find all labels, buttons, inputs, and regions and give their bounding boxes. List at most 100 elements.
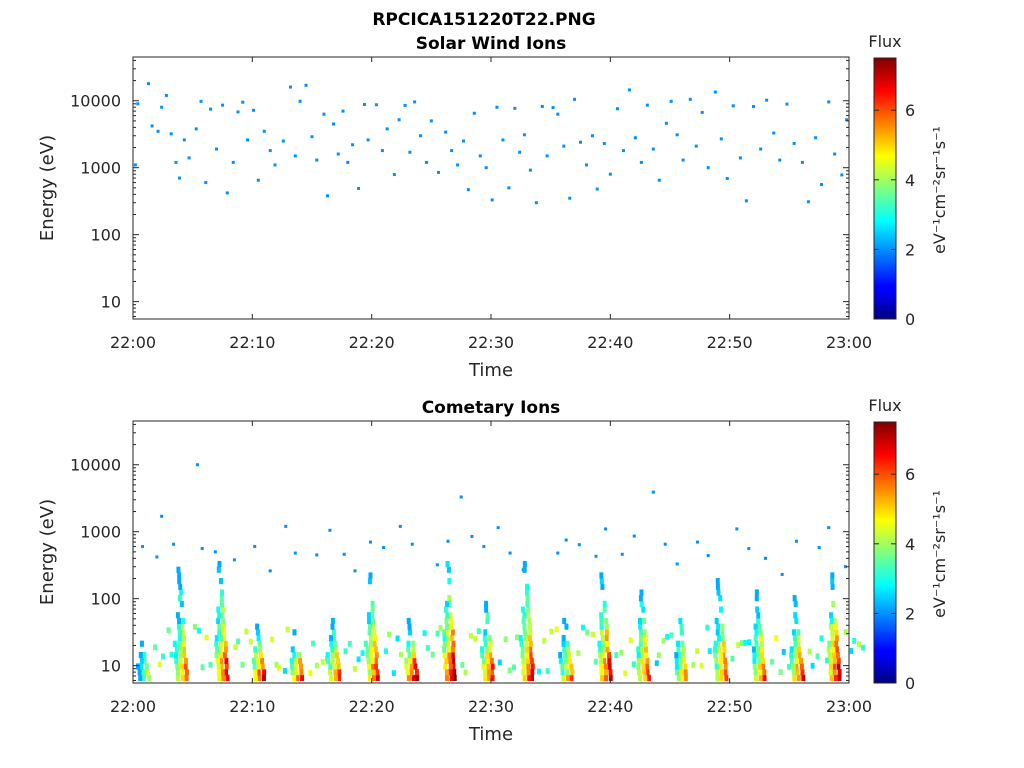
- data-cell: [827, 526, 831, 530]
- data-cell: [225, 674, 230, 681]
- data-cell: [645, 103, 649, 107]
- colorbar-unit-1: eV⁻¹cm⁻²sr⁻¹s⁻¹: [930, 126, 949, 254]
- data-cell: [569, 663, 574, 670]
- colorbar-title-1: Flux: [868, 32, 901, 51]
- data-cell: [246, 138, 250, 142]
- data-cell: [565, 640, 570, 647]
- data-cell: [716, 634, 721, 642]
- data-cell: [700, 110, 704, 114]
- data-cell: [330, 646, 335, 653]
- data-cell: [425, 645, 430, 651]
- data-cell: [602, 600, 607, 607]
- x-tick-label: 22:00: [110, 333, 156, 352]
- data-cell: [472, 111, 476, 115]
- data-cell: [760, 652, 765, 659]
- data-cell: [756, 646, 761, 653]
- data-cell: [293, 657, 298, 664]
- data-cell: [328, 528, 332, 532]
- data-cell: [525, 600, 530, 607]
- data-cell: [221, 103, 224, 107]
- data-cell: [645, 657, 650, 664]
- data-cell: [646, 674, 651, 681]
- colorbar-title-2: Flux: [868, 396, 901, 415]
- data-cell: [166, 627, 171, 634]
- data-cell: [706, 554, 710, 558]
- data-cell: [320, 659, 325, 665]
- data-cell: [645, 663, 650, 670]
- data-cell: [183, 663, 188, 670]
- data-cell: [826, 646, 831, 653]
- x-tick-label: 22:50: [707, 697, 753, 716]
- data-cell: [715, 629, 720, 636]
- data-cell: [216, 566, 221, 573]
- data-cell: [180, 629, 185, 636]
- x-tick-label: 22:40: [587, 333, 633, 352]
- data-cell: [478, 154, 482, 158]
- data-cell: [608, 674, 613, 681]
- data-cell: [448, 663, 453, 670]
- data-cell: [793, 600, 798, 607]
- data-cell: [806, 200, 810, 204]
- data-cell: [632, 534, 636, 538]
- data-cell: [834, 640, 839, 647]
- data-cell: [856, 641, 861, 647]
- data-cell: [135, 663, 140, 670]
- data-cell: [372, 629, 377, 636]
- data-cell: [638, 595, 643, 602]
- data-cell: [815, 653, 820, 660]
- data-cell: [759, 634, 764, 642]
- data-cell: [840, 173, 844, 177]
- data-cell: [422, 630, 427, 637]
- data-cell: [600, 583, 605, 590]
- data-cell: [260, 663, 265, 670]
- data-cell: [298, 657, 303, 664]
- data-cell: [310, 135, 314, 139]
- data-cell: [598, 652, 603, 659]
- data-cell: [445, 600, 450, 607]
- data-cell: [375, 674, 380, 681]
- data-cell: [219, 595, 224, 602]
- data-cell: [833, 623, 838, 630]
- data-cell: [599, 663, 604, 670]
- data-cell: [451, 657, 456, 664]
- data-cell: [445, 634, 450, 642]
- data-cell: [141, 545, 145, 549]
- data-cell: [385, 127, 389, 131]
- data-cell: [528, 640, 533, 647]
- data-cell: [330, 617, 335, 625]
- data-cell: [294, 669, 299, 676]
- data-cell: [542, 637, 547, 644]
- data-cell: [335, 657, 340, 664]
- data-cell: [177, 578, 182, 585]
- data-cell: [819, 635, 824, 642]
- data-cell: [336, 152, 340, 156]
- data-cell: [293, 551, 297, 555]
- data-cell: [761, 663, 766, 670]
- data-cell: [639, 629, 644, 636]
- data-cell: [252, 108, 256, 112]
- x-tick-label: 22:50: [707, 333, 753, 352]
- data-cell: [830, 572, 835, 579]
- data-cell: [720, 623, 725, 630]
- data-cell: [758, 669, 763, 676]
- data-cell: [485, 657, 490, 664]
- data-cell: [199, 99, 203, 103]
- data-cell: [657, 178, 661, 182]
- data-cell: [669, 632, 674, 639]
- data-cell: [333, 646, 338, 653]
- data-cell: [341, 109, 345, 113]
- data-cell: [289, 663, 294, 670]
- data-cell: [347, 640, 352, 647]
- data-cell: [756, 652, 761, 659]
- data-cell: [459, 495, 463, 499]
- data-cell: [367, 674, 372, 681]
- data-cell: [448, 657, 453, 664]
- data-cell: [333, 669, 338, 676]
- data-cell: [290, 646, 295, 653]
- data-cell: [639, 652, 644, 659]
- data-cell: [444, 669, 449, 676]
- data-cell: [713, 646, 718, 653]
- data-cell: [449, 623, 454, 630]
- data-cell: [224, 657, 229, 664]
- data-cell: [182, 138, 186, 142]
